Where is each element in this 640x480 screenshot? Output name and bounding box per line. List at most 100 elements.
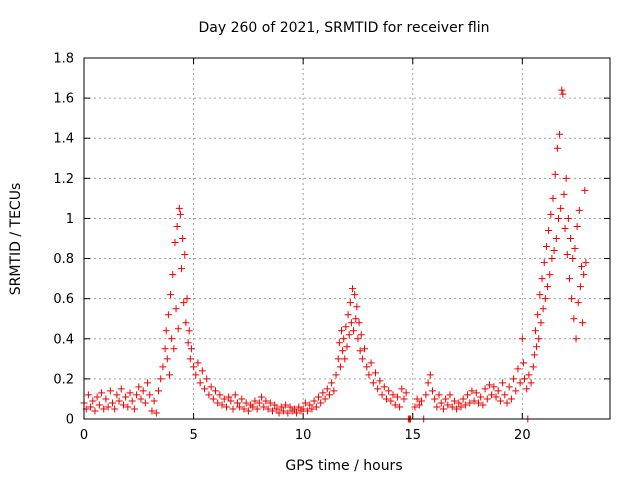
data-point <box>159 363 167 371</box>
data-point <box>485 381 493 389</box>
data-point <box>180 299 188 307</box>
data-point <box>575 206 583 214</box>
data-point <box>422 391 430 399</box>
data-point <box>271 401 279 409</box>
y-tick-label: 1 <box>66 212 74 227</box>
data-point <box>242 399 250 407</box>
data-point <box>544 283 552 291</box>
data-point <box>534 311 542 319</box>
data-point <box>222 403 230 411</box>
data-point <box>260 403 268 411</box>
data-point <box>380 383 388 391</box>
data-point <box>559 90 567 98</box>
data-point <box>551 170 559 178</box>
data-point <box>398 385 406 393</box>
data-point <box>218 401 226 409</box>
data-point <box>453 405 461 413</box>
data-point <box>525 371 533 379</box>
data-point <box>87 403 95 411</box>
y-axis-label: SRMTID / TECUs <box>8 183 24 296</box>
data-point <box>389 391 397 399</box>
data-point <box>539 305 547 313</box>
data-point <box>542 243 550 251</box>
data-point <box>255 399 263 407</box>
data-point <box>428 387 436 395</box>
data-point <box>106 387 114 395</box>
data-point <box>284 409 292 417</box>
data-point <box>533 343 541 351</box>
data-point <box>363 363 371 371</box>
data-point <box>275 409 283 417</box>
data-point <box>186 355 194 363</box>
data-point <box>556 130 564 138</box>
data-point <box>196 379 204 387</box>
y-tick-label: 1.2 <box>53 172 74 187</box>
data-point <box>530 351 538 359</box>
y-tick-label: 1.4 <box>53 132 74 147</box>
data-point <box>201 385 209 393</box>
data-point <box>348 285 356 293</box>
data-point <box>171 239 179 247</box>
data-point <box>353 303 361 311</box>
data-point <box>342 323 350 331</box>
data-point <box>229 405 237 413</box>
data-point <box>225 393 233 401</box>
data-point <box>437 399 445 407</box>
data-point <box>365 371 373 379</box>
data-point <box>574 299 582 307</box>
data-point <box>573 222 581 230</box>
data-point <box>137 395 145 403</box>
data-point <box>387 397 395 405</box>
plot-frame <box>83 57 611 420</box>
y-tick-label: 1.6 <box>53 92 74 107</box>
data-point <box>325 391 333 399</box>
data-point <box>505 383 513 391</box>
data-point <box>538 275 546 283</box>
data-point <box>494 387 502 395</box>
data-point <box>466 399 474 407</box>
data-point <box>251 397 259 405</box>
data-point <box>523 385 531 393</box>
x-tick-label: 20 <box>514 428 531 443</box>
data-point <box>350 327 358 335</box>
data-point <box>233 399 241 407</box>
data-point <box>244 407 252 415</box>
data-point <box>167 291 175 299</box>
data-point <box>209 395 217 403</box>
data-point <box>172 305 180 313</box>
data-point <box>170 345 178 353</box>
data-point <box>317 399 325 407</box>
data-point <box>181 251 189 259</box>
data-point <box>173 222 181 230</box>
data-point <box>266 399 274 407</box>
data-point <box>435 391 443 399</box>
data-point <box>347 319 355 327</box>
x-axis-label: GPS time / hours <box>285 458 402 474</box>
y-tick-label: 0.4 <box>53 332 74 347</box>
data-point <box>578 263 586 271</box>
data-point <box>547 210 555 218</box>
data-point <box>501 391 509 399</box>
data-point <box>91 407 99 415</box>
data-point <box>98 389 106 397</box>
data-point <box>205 391 213 399</box>
data-point <box>582 259 590 267</box>
data-point <box>446 391 454 399</box>
data-point <box>152 409 160 417</box>
data-point <box>345 331 353 339</box>
data-point <box>512 387 520 395</box>
data-point <box>550 247 558 255</box>
data-point <box>343 343 351 351</box>
data-point <box>335 339 343 347</box>
data-point <box>135 383 143 391</box>
data-point <box>332 371 340 379</box>
data-point <box>168 335 176 343</box>
data-point <box>93 393 101 401</box>
data-point <box>295 403 303 411</box>
data-point <box>351 291 359 299</box>
data-point <box>194 359 202 367</box>
data-point <box>236 403 244 411</box>
data-point <box>157 375 165 383</box>
data-point <box>227 397 235 405</box>
